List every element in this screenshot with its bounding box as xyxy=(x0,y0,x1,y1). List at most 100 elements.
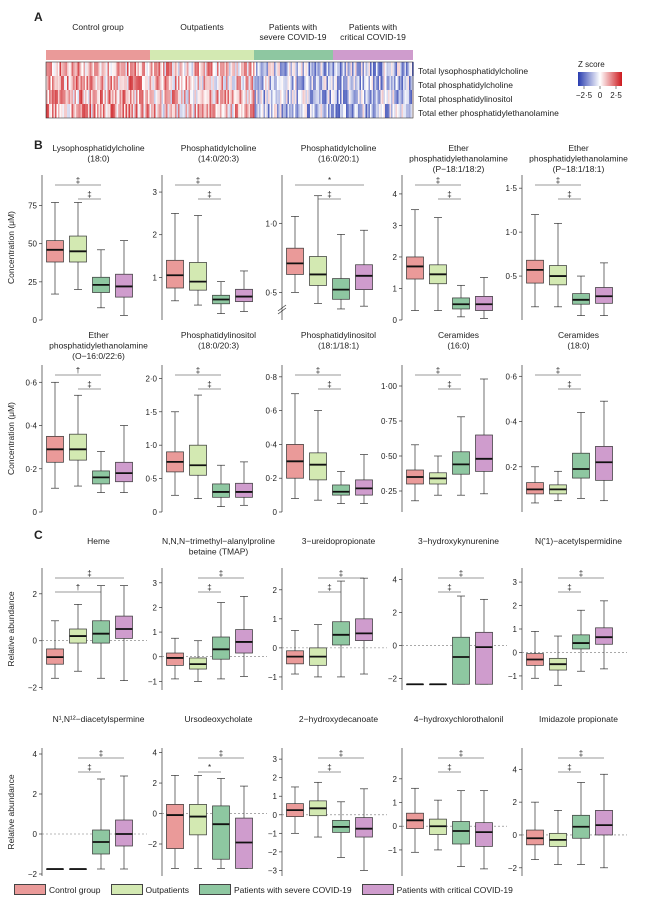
heatmap-cell xyxy=(202,90,204,104)
y-tick-label: 0 xyxy=(393,641,398,650)
heatmap-cell xyxy=(403,90,405,104)
heatmap-cell xyxy=(197,62,200,76)
heatmap-cell xyxy=(89,62,92,76)
heatmap-cell xyxy=(364,76,366,90)
heatmap-cell xyxy=(226,76,228,90)
heatmap-cell xyxy=(176,62,179,76)
box-critical xyxy=(235,288,253,303)
heatmap-cell xyxy=(364,90,366,104)
heatmap-group-bar xyxy=(46,50,150,60)
heatmap-cell xyxy=(212,76,215,90)
heatmap-cell xyxy=(127,90,129,104)
heatmap-cell xyxy=(367,104,369,118)
heatmap-cell xyxy=(89,104,92,118)
heatmap-cell xyxy=(61,104,63,118)
heatmap-cell xyxy=(71,90,74,104)
y-tick-label: 75 xyxy=(28,202,37,211)
heatmap-cell xyxy=(122,62,125,76)
heatmap-cell xyxy=(164,90,167,104)
heatmap-cell xyxy=(241,104,243,118)
heatmap-cell xyxy=(239,62,242,76)
heatmap-cell xyxy=(337,104,339,118)
heatmap-cell xyxy=(290,76,293,90)
chart-title: Ether xyxy=(568,143,588,153)
heatmap-cell xyxy=(106,104,108,118)
heatmap-cell xyxy=(238,104,240,118)
heatmap-cell xyxy=(338,90,341,104)
heatmap-cell xyxy=(266,90,269,104)
chart-title: (O−16:0/22:6) xyxy=(72,351,125,361)
heatmap-cell xyxy=(367,76,369,90)
heatmap-cell xyxy=(310,76,312,90)
heatmap-cell xyxy=(149,76,152,90)
heatmap-cell xyxy=(313,62,315,76)
heatmap-cell xyxy=(86,104,89,118)
significance-marker: ‡ xyxy=(219,749,223,758)
heatmap-cell xyxy=(155,90,158,104)
heatmap-cell xyxy=(211,62,213,76)
heatmap-cell xyxy=(397,90,399,104)
heatmap-cell xyxy=(160,104,162,118)
heatmap-cell xyxy=(409,104,411,118)
heatmap-cell xyxy=(403,62,405,76)
chart-title: (18:0) xyxy=(87,154,109,164)
heatmap-group-bar xyxy=(254,50,333,60)
heatmap-cell xyxy=(103,62,105,76)
heatmap-cell xyxy=(199,62,201,76)
significance-marker: ‡ xyxy=(447,583,451,592)
legend: Control group Outpatients Patients with … xyxy=(14,884,523,895)
y-tick-label: 1·5 xyxy=(145,408,157,417)
chart-title: Phosphatidylinositol xyxy=(301,330,376,340)
heatmap-cell xyxy=(76,104,78,118)
heatmap-cell xyxy=(221,90,224,104)
heatmap-cell xyxy=(191,62,194,76)
heatmap-cell xyxy=(265,90,267,104)
significance-marker: ‡ xyxy=(327,380,331,389)
heatmap-cell xyxy=(52,104,54,118)
heatmap-cell xyxy=(163,62,165,76)
heatmap-cell xyxy=(322,90,324,104)
heatmap-cell xyxy=(107,104,110,118)
zscore-tick-label: −2·5 xyxy=(576,91,593,100)
heatmap-cell xyxy=(86,62,89,76)
heatmap-cell xyxy=(67,90,69,104)
heatmap-cell xyxy=(175,76,177,90)
heatmap-cell xyxy=(56,104,59,118)
heatmap-cell xyxy=(317,76,320,90)
heatmap-cell xyxy=(370,62,372,76)
heatmap-cell xyxy=(334,76,336,90)
boxplot-chart: N¹,N¹²−diacetylspermine −2 0 2 4 Relative abu… xyxy=(6,714,147,879)
heatmap-cell xyxy=(262,62,264,76)
y-tick-label: 0 xyxy=(33,316,38,325)
heatmap-cell xyxy=(385,76,387,90)
heatmap-cell xyxy=(292,90,294,104)
heatmap-cell xyxy=(398,76,401,90)
heatmap-cell xyxy=(49,90,51,104)
heatmap-cell xyxy=(311,62,314,76)
heatmap-cell xyxy=(383,76,386,90)
heatmap-cell xyxy=(347,90,350,104)
heatmap-cell xyxy=(130,104,132,118)
heatmap-cell xyxy=(232,90,234,104)
heatmap-cell xyxy=(131,76,134,90)
boxplot-chart: 4−hydroxychlorothalonil −1 0 1 2 ‡ ‡ xyxy=(388,714,507,876)
heatmap-cell xyxy=(398,62,401,76)
heatmap-cell xyxy=(193,76,195,90)
heatmap-cell xyxy=(349,90,351,104)
heatmap-cell xyxy=(280,62,282,76)
heatmap-cell xyxy=(146,76,149,90)
heatmap-cell xyxy=(178,62,180,76)
box-critical xyxy=(595,627,613,645)
heatmap-cell xyxy=(71,76,74,90)
heatmap-cell xyxy=(379,62,381,76)
heatmap-cell xyxy=(149,90,152,104)
heatmap-cell xyxy=(95,62,98,76)
heatmap-cell xyxy=(392,90,395,104)
heatmap-cell xyxy=(124,104,126,118)
y-tick-label: 2 xyxy=(513,798,518,807)
heatmap-cell xyxy=(151,90,153,104)
heatmap-cell xyxy=(134,90,137,104)
heatmap-cell xyxy=(95,90,98,104)
heatmap-cell xyxy=(77,76,80,90)
heatmap-cell xyxy=(289,62,291,76)
